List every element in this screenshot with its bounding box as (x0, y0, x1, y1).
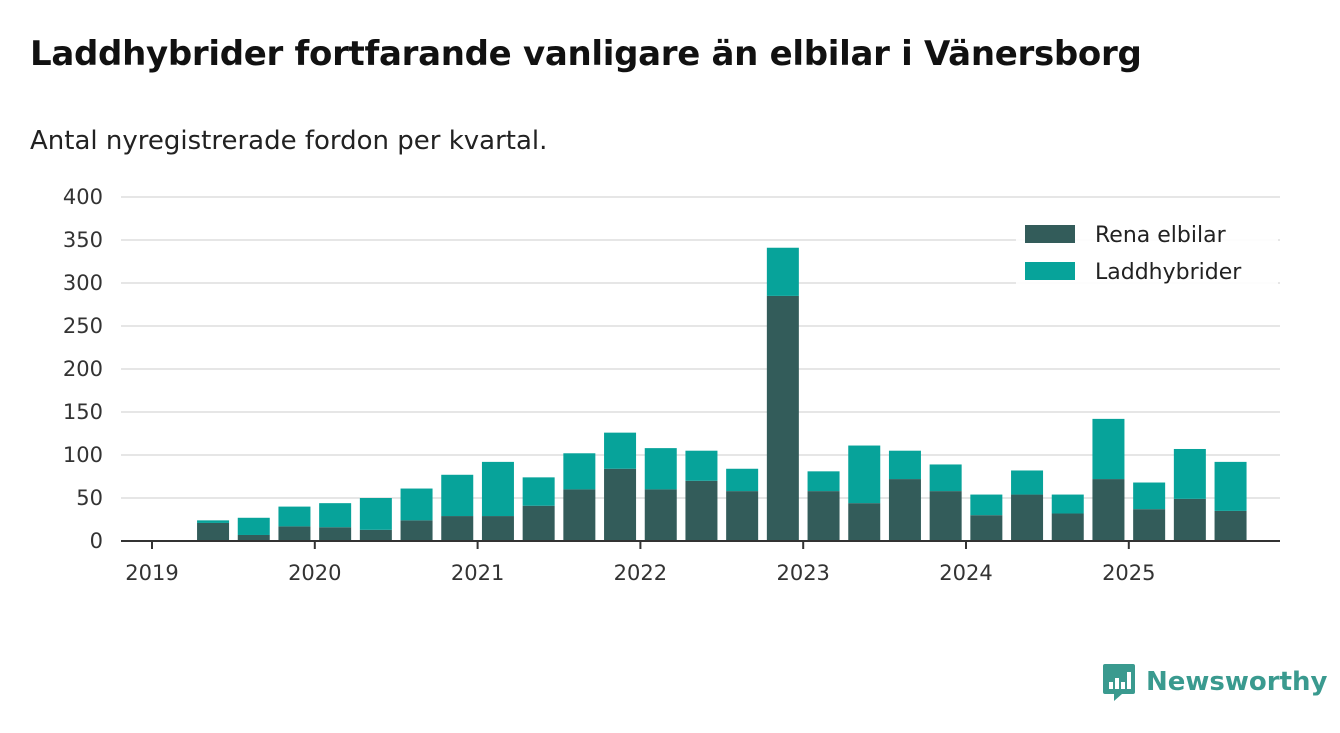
y-tick-label: 0 (90, 529, 103, 553)
bar-laddhybrider (766, 247, 799, 296)
bar-rena-elbilar (359, 529, 392, 541)
bar-rena-elbilar (1173, 498, 1206, 541)
bar-laddhybrider (1133, 482, 1166, 510)
brand-logo: Newsworthy (1102, 662, 1327, 702)
y-tick-label: 200 (63, 357, 103, 381)
chart-title: Laddhybrider fortfarande vanligare än el… (30, 34, 1142, 74)
bar-rena-elbilar (766, 295, 799, 541)
bar-rena-elbilar (807, 491, 840, 541)
y-tick-label: 300 (63, 271, 103, 295)
x-tick-label: 2021 (451, 561, 504, 585)
brand-name: Newsworthy (1146, 667, 1328, 697)
bar-laddhybrider (441, 474, 474, 517)
bar-laddhybrider (1092, 418, 1125, 480)
bar-laddhybrider (685, 450, 718, 481)
x-tick-label: 2025 (1102, 561, 1155, 585)
bar-rena-elbilar (441, 516, 474, 541)
bar-rena-elbilar (604, 468, 637, 541)
bar-laddhybrider (359, 498, 392, 530)
bar-rena-elbilar (319, 527, 352, 541)
bar-laddhybrider (1051, 494, 1084, 514)
bar-laddhybrider (400, 488, 433, 521)
bar-rena-elbilar (1011, 494, 1044, 541)
x-tick-label: 2024 (939, 561, 992, 585)
chart-subtitle: Antal nyregistrerade fordon per kvartal. (30, 126, 548, 156)
bar-laddhybrider (970, 494, 1003, 516)
bar-laddhybrider (644, 448, 677, 490)
bar-rena-elbilar (237, 534, 270, 541)
bar-rena-elbilar (1133, 509, 1166, 541)
bar-rena-elbilar (522, 505, 555, 541)
bar-laddhybrider (848, 445, 881, 504)
bar-rena-elbilar (929, 491, 962, 541)
bar-rena-elbilar (563, 489, 596, 541)
bar-laddhybrider (481, 461, 514, 517)
y-tick-label: 400 (63, 185, 103, 209)
bar-rena-elbilar (1092, 479, 1125, 541)
x-tick-label: 2023 (776, 561, 829, 585)
y-tick-label: 250 (63, 314, 103, 338)
legend-label: Rena elbilar (1095, 223, 1227, 248)
bar-laddhybrider (197, 520, 230, 523)
x-tick-label: 2019 (125, 561, 178, 585)
bar-laddhybrider (563, 453, 596, 490)
bar-laddhybrider (278, 506, 311, 527)
bar-laddhybrider (888, 450, 921, 480)
bar-rena-elbilar (726, 491, 759, 541)
bar-laddhybrider (522, 477, 555, 506)
bar-laddhybrider (929, 464, 962, 492)
legend-swatch (1025, 262, 1075, 280)
legend-swatch (1025, 225, 1075, 243)
y-tick-label: 100 (63, 443, 103, 467)
bar-rena-elbilar (400, 520, 433, 541)
bar-rena-elbilar (888, 479, 921, 541)
x-tick-label: 2022 (614, 561, 667, 585)
newsworthy-logo-icon (1103, 664, 1135, 701)
bar-laddhybrider (807, 471, 840, 492)
bar-laddhybrider (319, 503, 352, 528)
x-tick-label: 2020 (288, 561, 341, 585)
bar-rena-elbilar (1214, 510, 1247, 541)
bar-rena-elbilar (848, 503, 881, 541)
bar-laddhybrider (237, 517, 270, 535)
y-tick-label: 150 (63, 400, 103, 424)
bar-laddhybrider (1173, 448, 1206, 499)
bar-rena-elbilar (278, 526, 311, 541)
bar-rena-elbilar (1051, 513, 1084, 541)
bar-rena-elbilar (970, 515, 1003, 541)
bar-laddhybrider (726, 468, 759, 492)
bar-laddhybrider (604, 432, 637, 469)
bar-laddhybrider (1214, 461, 1247, 511)
bar-rena-elbilar (685, 480, 718, 541)
bar-rena-elbilar (644, 489, 677, 541)
y-tick-label: 350 (63, 228, 103, 252)
bar-rena-elbilar (481, 516, 514, 541)
bar-laddhybrider (1011, 470, 1044, 495)
bar-rena-elbilar (197, 522, 230, 541)
legend-label: Laddhybrider (1095, 260, 1242, 285)
y-tick-label: 50 (76, 486, 103, 510)
